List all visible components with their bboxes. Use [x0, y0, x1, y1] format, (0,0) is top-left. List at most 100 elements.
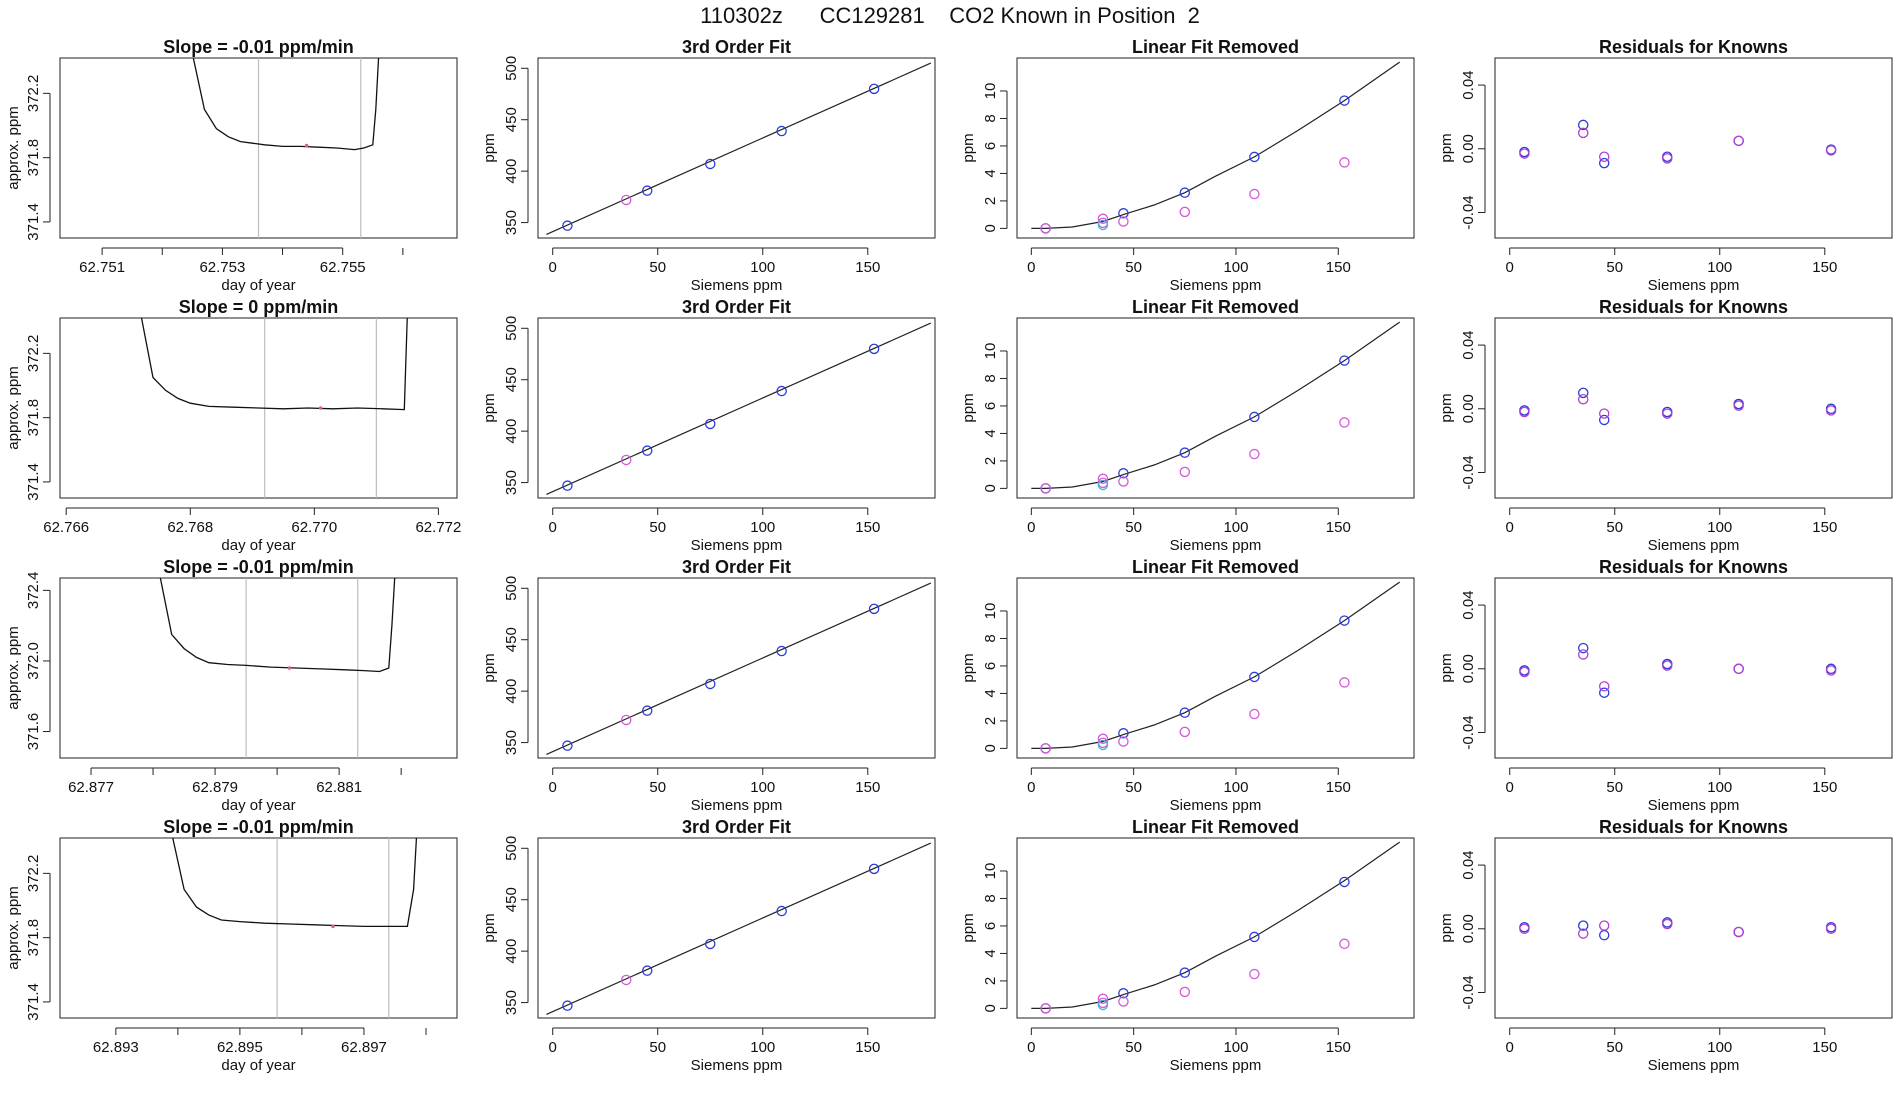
data-point	[1339, 157, 1350, 168]
data-point	[1118, 208, 1129, 219]
data-point	[1249, 448, 1260, 460]
y-tick-label: 500	[503, 316, 520, 341]
data-point	[1118, 988, 1129, 999]
x-tick-label: 62.772	[415, 519, 461, 536]
panel-r1c1: Slope = -0.01 ppm/min 62.751 62.753 62.755 d…	[5, 37, 458, 294]
y-tick-label: 350	[503, 470, 520, 495]
y-tick-label: 8	[982, 114, 999, 122]
data-point	[1040, 483, 1051, 494]
x-axis-label: Siemens ppm	[1648, 277, 1740, 294]
data-point	[1179, 206, 1191, 218]
x-tick-label: 50	[649, 1039, 666, 1056]
x-tick-label: 50	[1606, 519, 1623, 536]
x-axis-label: Siemens ppm	[691, 537, 783, 554]
data-point	[1577, 642, 1589, 654]
x-tick-label: 62.770	[291, 519, 337, 536]
x-tick-label: 100	[1707, 519, 1732, 536]
y-axis-label: ppm	[481, 133, 498, 162]
data-point	[1040, 743, 1051, 754]
y-tick-label: 350	[503, 990, 520, 1015]
data-point	[641, 965, 653, 976]
highlight-point	[331, 924, 335, 929]
panel-r4c4: Residuals for Knowns 0 50 100 150 Siemens ppm…	[1438, 817, 1893, 1074]
data-point	[1519, 923, 1530, 935]
panel-title: 3rd Order Fit	[682, 37, 791, 57]
x-axis-label: Siemens ppm	[1648, 1057, 1740, 1074]
y-axis-label: approx. ppm	[5, 366, 22, 449]
y-tick-label: 500	[503, 56, 520, 81]
y-axis-label: ppm	[960, 393, 977, 422]
data-point	[868, 863, 880, 875]
x-axis-label: day of year	[221, 797, 295, 814]
y-tick-label: 371.4	[25, 983, 42, 1021]
panel-title: Slope = -0.01 ppm/min	[163, 37, 354, 57]
panel-title: Residuals for Knowns	[1599, 37, 1788, 57]
plot-area	[1519, 119, 1837, 169]
data-point	[1577, 928, 1589, 939]
data-point	[1598, 681, 1610, 692]
data-point	[1519, 406, 1530, 418]
data-point	[1118, 216, 1129, 227]
x-tick-label: 50	[1125, 1039, 1142, 1056]
data-point	[1097, 479, 1109, 491]
x-tick-label: 0	[549, 1039, 557, 1056]
x-tick-label: 150	[1812, 1039, 1837, 1056]
plot-frame	[537, 317, 936, 499]
x-axis-label: Siemens ppm	[1648, 797, 1740, 814]
data-point	[1118, 476, 1129, 487]
panel-r4c2: 3rd Order Fit 0 50 100 150 Siemens ppm 350 400 4…	[481, 817, 936, 1074]
x-tick-label: 100	[750, 519, 775, 536]
data-point	[1577, 119, 1589, 131]
panel-title: Residuals for Knowns	[1599, 817, 1788, 837]
data-point	[1825, 665, 1837, 676]
y-axis-label: ppm	[1438, 133, 1455, 162]
x-tick-label: 150	[1812, 259, 1837, 276]
fit-curve	[1031, 321, 1401, 489]
y-tick-label: 6	[982, 142, 999, 150]
data-point	[1577, 127, 1589, 139]
plot-frame	[1016, 837, 1415, 1019]
data-point	[1179, 986, 1191, 998]
x-tick-label: 100	[1707, 779, 1732, 796]
y-tick-label: 0	[982, 744, 999, 752]
panel-r3c4: Residuals for Knowns 0 50 100 150 Siemens ppm…	[1438, 557, 1893, 814]
data-point	[1118, 736, 1129, 747]
y-axis-label: approx. ppm	[5, 106, 22, 189]
panel-r3c3: Linear Fit Removed 0 50 100 150 Siemens ppm 0 2…	[960, 557, 1415, 814]
y-tick-label: -0.04	[1460, 715, 1477, 749]
highlight-point	[304, 143, 309, 148]
y-tick-label: 371.8	[25, 919, 42, 957]
y-tick-label: 8	[982, 374, 999, 382]
panel-r3c1: Slope = -0.01 ppm/min 62.877 62.879 62.881 d…	[5, 557, 458, 814]
data-point	[1097, 999, 1109, 1011]
fit-curve	[546, 582, 932, 755]
x-tick-label: 0	[1506, 259, 1514, 276]
y-tick-label: 400	[503, 679, 520, 704]
x-tick-label: 0	[1506, 1039, 1514, 1056]
plot-area	[172, 838, 418, 1018]
y-tick-label: -0.04	[1460, 975, 1477, 1009]
data-point	[1519, 148, 1530, 159]
data-point	[1339, 615, 1350, 626]
x-tick-label: 50	[1606, 1039, 1623, 1056]
y-tick-label: 8	[982, 634, 999, 642]
data-point	[1097, 739, 1109, 751]
y-tick-label: 0	[982, 484, 999, 492]
y-tick-label: 2	[982, 197, 999, 205]
data-point	[1661, 918, 1673, 930]
y-tick-label: 10	[982, 603, 999, 620]
data-point	[776, 905, 787, 917]
panel-title: 3rd Order Fit	[682, 297, 791, 317]
panel-title: Residuals for Knowns	[1599, 297, 1788, 317]
panel-title: Slope = -0.01 ppm/min	[163, 817, 354, 837]
x-axis-label: Siemens ppm	[1170, 277, 1262, 294]
panel-r3c2: 3rd Order Fit 0 50 100 150 Siemens ppm 350 400 4…	[481, 557, 936, 814]
x-tick-label: 62.879	[192, 779, 238, 796]
data-point	[562, 1000, 573, 1011]
data-point	[1598, 920, 1610, 931]
plot-area	[192, 58, 380, 238]
x-tick-label: 62.751	[79, 259, 125, 276]
x-axis-label: Siemens ppm	[1170, 797, 1262, 814]
fit-curve	[546, 62, 932, 235]
y-tick-label: 2	[982, 977, 999, 985]
